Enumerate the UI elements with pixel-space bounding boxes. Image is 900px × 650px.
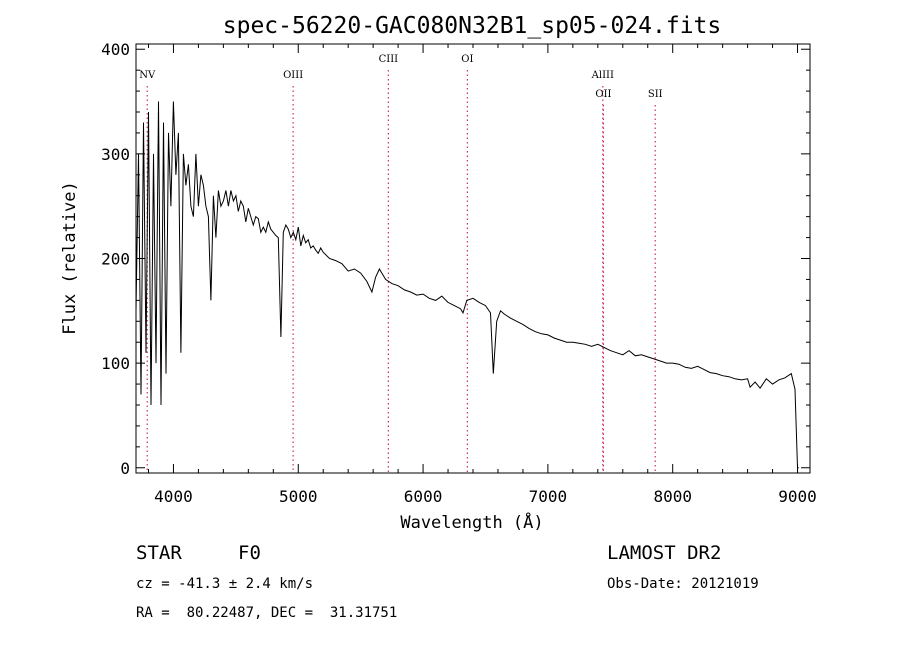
coordinates-text: RA = 80.22487, DEC = 31.31751 <box>136 605 398 621</box>
observation-date: Obs-Date: 20121019 <box>607 576 759 592</box>
spectral-line-label: OIII <box>283 70 303 81</box>
y-tick-label: 0 <box>120 459 130 478</box>
x-tick-label: 9000 <box>778 487 817 506</box>
y-tick-label: 300 <box>101 145 130 164</box>
object-subclass: F0 <box>238 542 261 564</box>
x-axis-label: Wavelength (Å) <box>400 511 543 533</box>
spectral-line-label: CIII <box>379 54 399 65</box>
x-axis: 4000 5000 6000 7000 8000 9000 <box>147 44 817 506</box>
y-tick-label: 400 <box>101 40 130 59</box>
spectral-line-label: OII <box>595 89 611 100</box>
x-tick-label: 6000 <box>404 487 443 506</box>
y-tick-label: 200 <box>101 250 130 269</box>
plot-frame <box>135 43 811 474</box>
chart-title: spec-56220-GAC080N32B1_sp05-024.fits <box>223 13 722 39</box>
y-axis: 0 100 200 300 400 <box>101 40 810 478</box>
y-tick-label: 100 <box>101 354 130 373</box>
x-tick-label: 8000 <box>653 487 692 506</box>
spectral-line-label: OI <box>461 54 473 65</box>
spectral-line-label: AlIII <box>591 70 614 81</box>
x-tick-label: 4000 <box>154 487 193 506</box>
spectrum-line <box>135 101 799 469</box>
x-tick-label: 7000 <box>529 487 568 506</box>
x-tick-label: 5000 <box>279 487 318 506</box>
redshift-text: cz = -41.3 ± 2.4 km/s <box>136 576 314 592</box>
data-release: LAMOST DR2 <box>607 542 722 564</box>
spectral-line-markers: NV OIII CIII OI AlIII OII SII <box>139 54 663 473</box>
spectral-line-label: NV <box>139 70 156 81</box>
y-axis-label: Flux (relative) <box>60 181 80 335</box>
spectral-line-label: SII <box>648 89 663 100</box>
object-class: STAR <box>136 542 182 564</box>
